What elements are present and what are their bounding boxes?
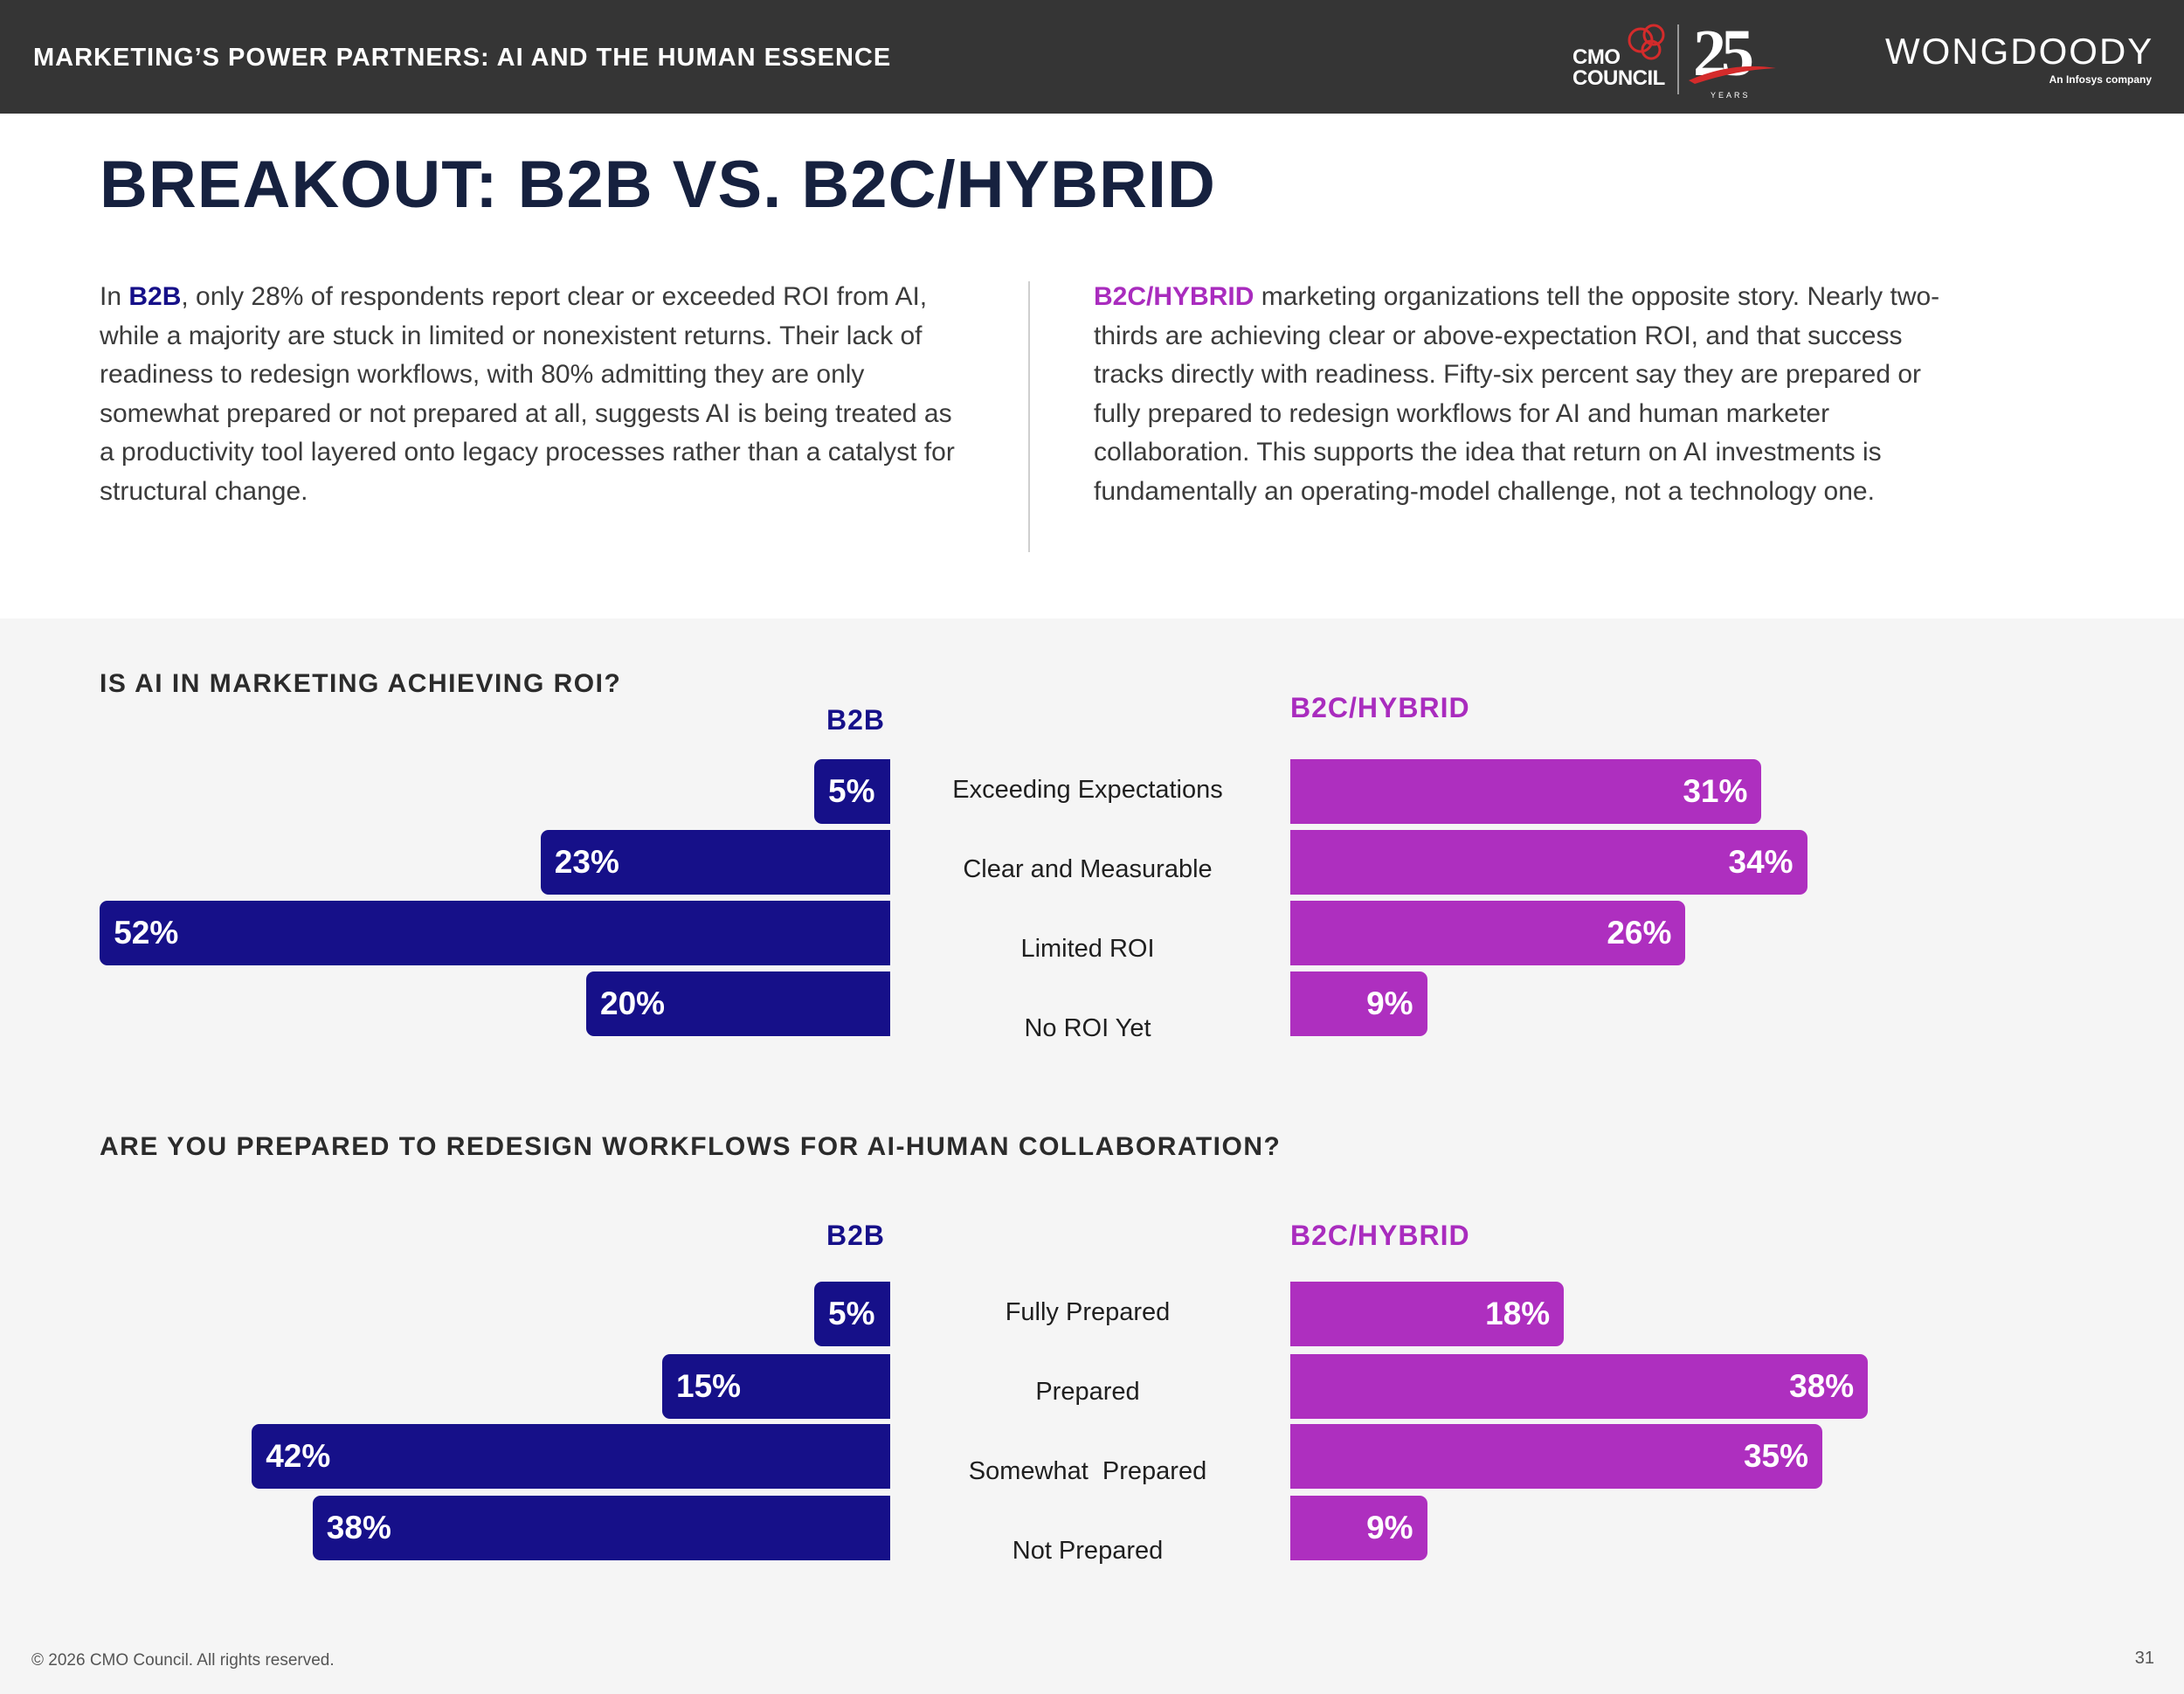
- b2b-summary-paragraph: In B2B, only 28% of respondents report c…: [100, 278, 973, 511]
- logo-divider: [1677, 24, 1679, 94]
- wongdoody-name: WONGDOODY: [1885, 31, 2154, 72]
- workflow-b2c-bar: 38%: [1290, 1354, 1869, 1419]
- cmo-logo-line1: CMO: [1572, 45, 1621, 69]
- cmo-council-logo: CMO COUNCIL 25 YEARS: [1572, 17, 1782, 101]
- workflow-b2c-bar: 35%: [1290, 1424, 1822, 1489]
- roi-b2b-value-label: 52%: [114, 915, 179, 951]
- roi-category-label: No ROI Yet: [1024, 1014, 1151, 1042]
- roi-category-label: Clear and Measurable: [963, 855, 1213, 883]
- workflow-b2b-value-label: 15%: [676, 1368, 742, 1404]
- chart2-b2b-header: B2B: [826, 1220, 886, 1251]
- b2c-paragraph-body: marketing organizations tell the opposit…: [1094, 282, 1940, 506]
- workflow-b2c-bar: 18%: [1290, 1282, 1565, 1346]
- report-title: MARKETING’S POWER PARTNERS: AI AND THE H…: [33, 44, 892, 72]
- swoosh-icon: [1689, 66, 1776, 84]
- workflow-category-label: Prepared: [1035, 1378, 1140, 1406]
- cmo-logo-line2: COUNCIL: [1572, 66, 1665, 90]
- workflow-b2b-value-label: 5%: [828, 1296, 875, 1331]
- chart1-b2b-header: B2B: [826, 704, 886, 736]
- roi-b2c-bar: 31%: [1290, 759, 1762, 824]
- roi-b2c-value-label: 26%: [1607, 915, 1672, 951]
- b2c-summary-paragraph: B2C/HYBRID marketing organizations tell …: [1094, 278, 1967, 511]
- workflow-b2b-bar: 15%: [662, 1354, 890, 1419]
- workflow-b2c-bar: 9%: [1290, 1496, 1427, 1560]
- chart2-title: ARE YOU PREPARED TO REDESIGN WORKFLOWS F…: [100, 1132, 1282, 1161]
- roi-b2b-bar: 5%: [814, 759, 890, 824]
- workflow-b2b-value-label: 38%: [326, 1510, 391, 1545]
- page-number: 31: [2134, 1649, 2154, 1668]
- roi-b2b-bar: 20%: [586, 971, 890, 1036]
- workflow-b2b-bar: 5%: [814, 1282, 890, 1346]
- roi-category-label: Exceeding Expectations: [952, 776, 1223, 804]
- b2b-paragraph-body: , only 28% of respondents report clear o…: [100, 282, 955, 506]
- roi-b2c-bar: 9%: [1290, 971, 1427, 1036]
- roi-b2c-value-label: 34%: [1728, 844, 1794, 880]
- copyright-text: © 2026 CMO Council. All rights reserved.: [31, 1651, 335, 1670]
- paragraph-divider: [1028, 281, 1030, 552]
- anniversary-years: YEARS: [1711, 91, 1751, 100]
- cmo-mark-icon: [1628, 24, 1665, 60]
- header-bar: MARKETING’S POWER PARTNERS: AI AND THE H…: [0, 0, 2184, 114]
- roi-b2b-bar: 23%: [540, 830, 890, 895]
- workflow-category-label: Somewhat Prepared: [968, 1457, 1207, 1485]
- roi-b2b-value-label: 20%: [600, 985, 666, 1021]
- roi-b2b-value-label: 23%: [554, 844, 619, 880]
- workflow-b2c-value-label: 18%: [1485, 1296, 1551, 1331]
- roi-b2c-bar: 34%: [1290, 830, 1807, 895]
- workflow-category-label: Fully Prepared: [1005, 1298, 1171, 1326]
- chart2-b2c-header: B2C/HYBRID: [1290, 1220, 1470, 1251]
- workflow-b2c-value-label: 9%: [1366, 1510, 1413, 1545]
- workflow-b2b-value-label: 42%: [266, 1438, 331, 1474]
- workflow-b2b-bar: 42%: [252, 1424, 890, 1489]
- workflow-b2c-value-label: 35%: [1743, 1438, 1808, 1474]
- b2c-highlight: B2C/HYBRID: [1094, 282, 1254, 311]
- b2b-highlight: B2B: [128, 282, 182, 311]
- workflow-b2c-value-label: 38%: [1789, 1368, 1855, 1404]
- page-title: BREAKOUT: B2B VS. B2C/HYBRID: [100, 148, 1216, 222]
- roi-category-label: Limited ROI: [1020, 935, 1155, 963]
- roi-b2c-value-label: 31%: [1683, 773, 1748, 809]
- cmo-logo-text: CMO COUNCIL: [1572, 47, 1665, 89]
- b2b-paragraph-lead: In: [100, 282, 129, 311]
- chart1-title: IS AI IN MARKETING ACHIEVING ROI?: [100, 669, 622, 698]
- roi-b2b-bar: 52%: [100, 901, 890, 965]
- wongdoody-tagline: An Infosys company: [2049, 73, 2152, 86]
- roi-b2b-value-label: 5%: [828, 773, 875, 809]
- chart1-b2c-header: B2C/HYBRID: [1290, 692, 1470, 723]
- workflow-category-label: Not Prepared: [1012, 1537, 1164, 1565]
- roi-b2c-bar: 26%: [1290, 901, 1686, 965]
- workflow-b2b-bar: 38%: [312, 1496, 890, 1560]
- wongdoody-logo: WONGDOODY An Infosys company: [1885, 31, 2152, 93]
- roi-b2c-value-label: 9%: [1366, 985, 1413, 1021]
